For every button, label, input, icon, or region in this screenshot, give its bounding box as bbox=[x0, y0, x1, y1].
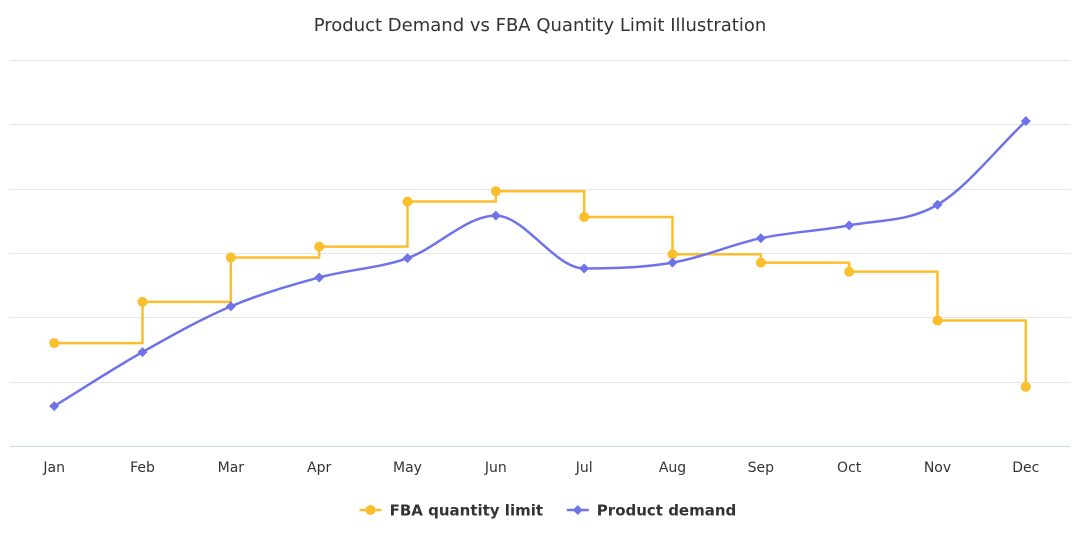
x-tick-label: Jul bbox=[575, 460, 593, 476]
data-point bbox=[490, 186, 501, 197]
legend-marker bbox=[365, 505, 376, 515]
data-point bbox=[932, 199, 943, 210]
legend-item[interactable]: Product demand bbox=[566, 502, 736, 520]
x-axis-ticks: Jan Feb Mar Apr May Jun Jul Aug Sep Oct Nov Dec bbox=[42, 460, 1039, 476]
series-line bbox=[53, 120, 1027, 408]
data-point bbox=[932, 315, 943, 326]
data-point bbox=[314, 241, 325, 252]
chart-title: Product Demand vs FBA Quantity Limit Ill… bbox=[314, 15, 767, 36]
series-product-demand bbox=[49, 116, 1031, 412]
data-point bbox=[490, 210, 501, 221]
x-tick-label: May bbox=[393, 460, 422, 476]
x-tick-label: Jun bbox=[484, 460, 507, 476]
data-point bbox=[225, 252, 236, 263]
legend[interactable]: FBA quantity limit Product demand bbox=[359, 502, 737, 520]
data-point bbox=[225, 301, 236, 312]
x-tick-label: Mar bbox=[218, 460, 245, 476]
series-line bbox=[54, 189, 1028, 387]
data-point bbox=[1020, 381, 1031, 392]
x-tick-label: Apr bbox=[307, 460, 331, 476]
grid-lines bbox=[10, 60, 1070, 383]
legend-item[interactable]: FBA quantity limit bbox=[359, 502, 543, 520]
data-point bbox=[579, 211, 590, 222]
data-point bbox=[402, 196, 413, 207]
data-point bbox=[1020, 116, 1031, 127]
x-tick-label: Nov bbox=[924, 460, 951, 476]
x-tick-label: Dec bbox=[1012, 460, 1039, 476]
data-point bbox=[579, 263, 590, 274]
data-point bbox=[755, 233, 766, 244]
x-tick-label: Oct bbox=[837, 460, 862, 476]
data-point bbox=[755, 257, 766, 268]
legend-marker bbox=[572, 505, 583, 515]
series-fba-quantity-limit bbox=[49, 186, 1031, 392]
data-point bbox=[667, 249, 678, 260]
legend-label: FBA quantity limit bbox=[390, 502, 543, 520]
series-layer bbox=[49, 116, 1031, 412]
data-point bbox=[844, 220, 855, 231]
data-point bbox=[314, 272, 325, 283]
x-tick-label: Sep bbox=[748, 460, 775, 476]
x-tick-label: Jan bbox=[42, 460, 65, 476]
data-point bbox=[844, 266, 855, 277]
x-tick-label: Feb bbox=[130, 460, 155, 476]
data-point bbox=[49, 338, 60, 349]
data-point bbox=[137, 296, 148, 307]
data-point bbox=[402, 253, 413, 264]
data-point bbox=[49, 401, 60, 412]
data-point bbox=[667, 257, 678, 268]
data-point bbox=[137, 347, 148, 358]
x-tick-label: Aug bbox=[659, 460, 686, 476]
legend-label: Product demand bbox=[597, 502, 736, 520]
